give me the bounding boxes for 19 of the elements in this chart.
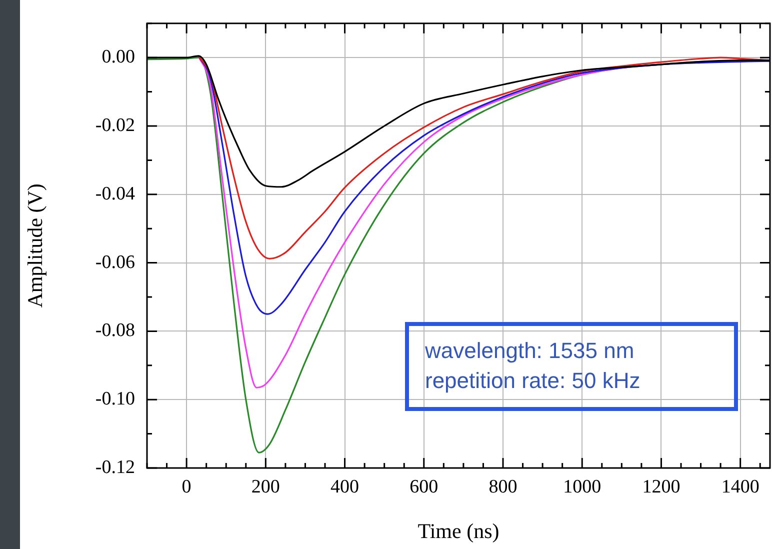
annotation: repetition rate: 50 kHz bbox=[425, 367, 642, 395]
x-tick-label: 600 bbox=[410, 476, 438, 498]
x-tick-label: 1000 bbox=[563, 476, 602, 498]
x-tick-label: 200 bbox=[251, 476, 280, 498]
y-tick-label: -0.02 bbox=[95, 114, 135, 136]
y-tick-label: -0.10 bbox=[95, 388, 135, 410]
x-axis-title: Time (ns) bbox=[418, 518, 500, 543]
x-tick-label: 400 bbox=[330, 476, 360, 498]
y-axis-title: Amplitude (V) bbox=[23, 184, 48, 308]
y-tick-label: -0.12 bbox=[95, 456, 135, 478]
y-tick-label: -0.04 bbox=[95, 183, 136, 204]
x-tick-label: 1400 bbox=[721, 476, 760, 498]
x-tick-label: 800 bbox=[488, 476, 518, 498]
y-tick-label: 0.00 bbox=[102, 46, 135, 68]
annotation: wavelength: 1535 nm bbox=[425, 337, 636, 365]
y-tick-label: -0.08 bbox=[95, 320, 135, 342]
x-tick-label: 0 bbox=[182, 476, 192, 498]
x-tick-label: 1200 bbox=[642, 476, 680, 498]
y-tick-label: -0.06 bbox=[95, 252, 135, 273]
